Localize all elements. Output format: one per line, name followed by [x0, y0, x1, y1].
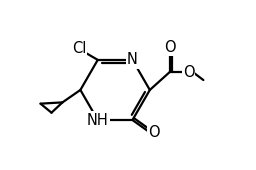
Text: O: O — [164, 40, 175, 55]
Text: Cl: Cl — [72, 41, 86, 56]
Text: O: O — [183, 65, 194, 80]
Text: NH: NH — [87, 113, 109, 128]
Text: O: O — [148, 125, 159, 140]
Text: N: N — [127, 52, 138, 67]
